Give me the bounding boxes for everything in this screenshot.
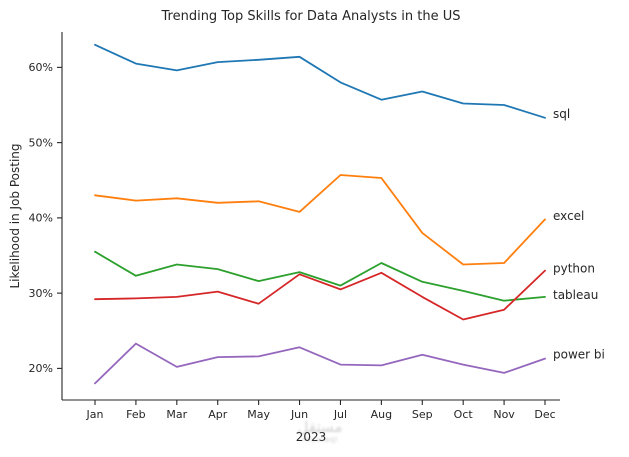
x-axis-label: 2023 [295,430,327,444]
series-end-label-power-bi: power bi [553,347,605,361]
x-tick-label: Jun [290,408,308,421]
x-tick-label: Nov [493,408,515,421]
y-tick-label: 30% [29,287,53,300]
series-end-label-sql: sql [553,107,570,121]
y-tick-label: 60% [29,61,53,74]
series-line-power-bi [94,342,546,385]
series-line-tableau [94,269,546,321]
x-tick-label: Dec [534,408,555,421]
x-tick-label: Sep [412,408,433,421]
x-tick-label: Apr [208,408,228,421]
series-line-python [94,250,546,302]
x-tick-label: May [247,408,270,421]
x-tick-label: Aug [371,408,392,421]
x-tick-label: Jan [86,408,104,421]
series-end-label-excel: excel [553,209,584,223]
series-line-sql [94,43,546,119]
x-tick-label: Oct [454,408,474,421]
x-tick-label: Jul [333,408,347,421]
series-end-label-python: python [553,262,595,276]
y-tick-label: 20% [29,362,53,375]
x-tick-label: Mar [166,408,187,421]
series-end-label-tableau: tableau [553,288,598,302]
series-line-excel [94,174,546,266]
chart-title: Trending Top Skills for Data Analysts in… [161,9,461,24]
y-tick-label: 40% [29,212,53,225]
y-tick-label: 50% [29,136,53,149]
x-tick-label: Feb [126,408,145,421]
y-axis-label: Likelihood in Job Posting [8,143,22,289]
